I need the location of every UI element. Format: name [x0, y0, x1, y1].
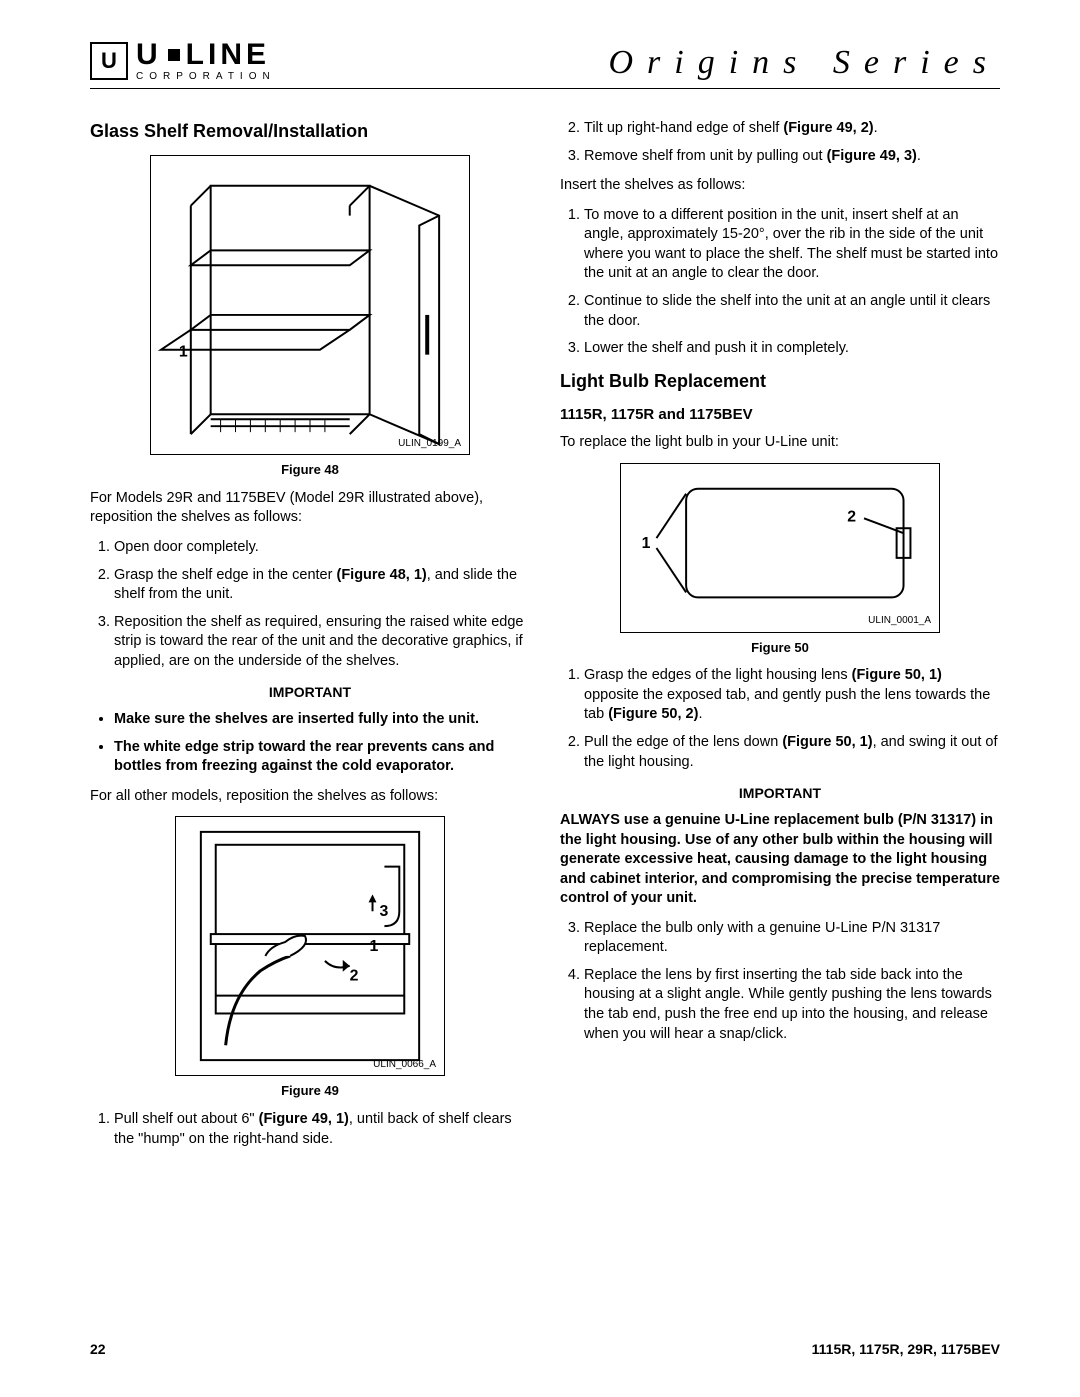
figure-49-id: ULIN_0066_A — [373, 1058, 436, 1072]
light-steps-a: Grasp the edges of the light housing len… — [560, 666, 1000, 772]
step-item: Tilt up right-hand edge of shelf (Figure… — [584, 119, 1000, 139]
other-models-intro: For all other models, reposition the she… — [90, 787, 530, 807]
important-list: Make sure the shelves are inserted fully… — [90, 710, 530, 777]
section-heading-shelf: Glass Shelf Removal/Installation — [90, 119, 530, 143]
step-item: Open door completely. — [114, 538, 530, 558]
step-item: Reposition the shelf as required, ensuri… — [114, 613, 530, 672]
important-heading: IMPORTANT — [90, 683, 530, 702]
body-columns: Glass Shelf Removal/Installation — [90, 119, 1000, 1159]
page-footer: 22 1115R, 1175R, 29R, 1175BEV — [90, 1341, 1000, 1357]
series-title: Origins Series — [609, 44, 1001, 82]
figure-48-callout-1: 1 — [179, 344, 188, 361]
fridge-shelf-illustration: 1 — [151, 156, 469, 454]
step-item: Replace the bulb only with a genuine U-L… — [584, 919, 1000, 958]
step-item: Grasp the shelf edge in the center (Figu… — [114, 566, 530, 605]
important-item: The white edge strip toward the rear pre… — [114, 738, 530, 777]
figure-48: 1 ULIN_0199_A — [150, 155, 470, 455]
figure-50-caption: Figure 50 — [560, 639, 1000, 657]
logo-wordmark: ULINE — [136, 40, 276, 70]
shelf-steps-49-cont: Tilt up right-hand edge of shelf (Figure… — [560, 119, 1000, 166]
figure-50-id: ULIN_0001_A — [868, 614, 931, 628]
left-column: Glass Shelf Removal/Installation — [90, 119, 530, 1159]
insert-intro: Insert the shelves as follows: — [560, 176, 1000, 196]
figure-50-callout-2: 2 — [847, 508, 856, 525]
shelf-intro: For Models 29R and 1175BEV (Model 29R il… — [90, 489, 530, 528]
figure-49: 3 1 2 ULIN_0066_A — [175, 816, 445, 1076]
page-number: 22 — [90, 1341, 106, 1357]
logo: U ULINE CORPORATION — [90, 40, 276, 82]
step-item: Replace the lens by first inserting the … — [584, 966, 1000, 1044]
step-item: Pull shelf out about 6" (Figure 49, 1), … — [114, 1110, 530, 1149]
figure-49-caption: Figure 49 — [90, 1082, 530, 1100]
shelf-steps-49: Pull shelf out about 6" (Figure 49, 1), … — [90, 1110, 530, 1149]
header-rule — [90, 88, 1000, 89]
step-item: Continue to slide the shelf into the uni… — [584, 292, 1000, 331]
figure-48-id: ULIN_0199_A — [398, 437, 461, 451]
models-subheading: 1115R, 1175R and 1175BEV — [560, 405, 1000, 425]
figure-49-callout-3: 3 — [379, 904, 388, 921]
step-item: Lower the shelf and push it in completel… — [584, 339, 1000, 359]
figure-48-caption: Figure 48 — [90, 461, 530, 479]
right-column: Tilt up right-hand edge of shelf (Figure… — [560, 119, 1000, 1159]
important-item: Make sure the shelves are inserted fully… — [114, 710, 530, 730]
figure-50-callout-1: 1 — [642, 535, 651, 552]
light-intro: To replace the light bulb in your U-Line… — [560, 433, 1000, 453]
figure-49-callout-2: 2 — [350, 968, 359, 985]
shelf-removal-illustration: 3 1 2 — [176, 817, 444, 1075]
step-item: To move to a different position in the u… — [584, 206, 1000, 284]
logo-mark-icon: U — [90, 42, 128, 80]
important-paragraph: ALWAYS use a genuine U-Line replacement … — [560, 811, 1000, 909]
figure-50: 1 2 ULIN_0001_A — [620, 463, 940, 633]
step-item: Grasp the edges of the light housing len… — [584, 666, 1000, 725]
figure-49-callout-1: 1 — [370, 938, 379, 955]
light-steps-b: Replace the bulb only with a genuine U-L… — [560, 919, 1000, 1044]
section-heading-light: Light Bulb Replacement — [560, 369, 1000, 393]
step-item: Remove shelf from unit by pulling out (F… — [584, 147, 1000, 167]
footer-models: 1115R, 1175R, 29R, 1175BEV — [812, 1341, 1000, 1357]
logo-subtitle: CORPORATION — [136, 72, 276, 82]
step-item: Pull the edge of the lens down (Figure 5… — [584, 733, 1000, 772]
shelf-steps-48: Open door completely. Grasp the shelf ed… — [90, 538, 530, 671]
important-heading: IMPORTANT — [560, 784, 1000, 803]
page-header: U ULINE CORPORATION Origins Series — [90, 40, 1000, 82]
light-housing-illustration: 1 2 — [621, 464, 939, 632]
insert-steps: To move to a different position in the u… — [560, 206, 1000, 359]
